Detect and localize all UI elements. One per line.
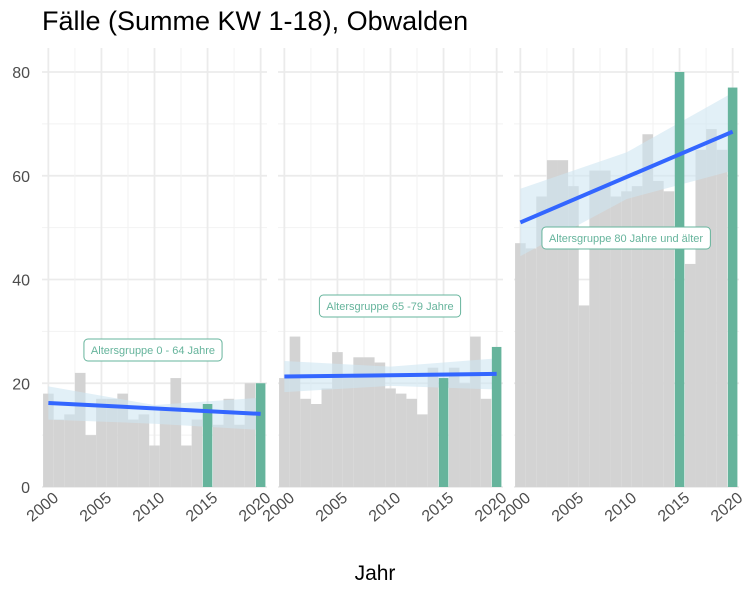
bar-historic — [621, 191, 632, 487]
bar-historic — [43, 393, 54, 487]
bar-historic — [417, 414, 428, 487]
bar-historic — [695, 149, 707, 487]
panel-label-box — [541, 226, 711, 250]
trend-line — [519, 129, 734, 225]
bar-historic — [353, 357, 364, 487]
bar-historic — [546, 160, 558, 487]
x-axis-label: Jahr — [354, 562, 396, 585]
bar-historic — [321, 388, 333, 487]
bar-historic — [684, 263, 696, 487]
x-tick-label: 2015 — [183, 489, 221, 525]
bar-historic — [170, 378, 182, 487]
bar-historic — [212, 424, 224, 487]
bar-historic — [85, 435, 97, 487]
trend-line — [284, 371, 497, 379]
x-tick-label: 2010 — [366, 489, 404, 525]
x-tick-label: 2010 — [602, 489, 640, 525]
bar-historic — [470, 336, 481, 487]
bar-historic — [642, 134, 654, 487]
bar-historic — [631, 186, 643, 487]
bar-historic — [448, 367, 460, 487]
bar-historic — [536, 196, 547, 487]
bar-historic — [568, 186, 579, 487]
x-tick-label: 2020 — [708, 489, 746, 525]
x-tick-label: 2010 — [130, 489, 168, 525]
bar-historic — [663, 191, 675, 487]
bar-highlight — [491, 346, 502, 487]
y-tick-label: 0 — [21, 480, 30, 497]
bar-historic — [106, 398, 118, 487]
bar-historic — [374, 362, 386, 487]
bar-historic — [557, 160, 569, 487]
bar-historic — [395, 393, 407, 487]
bar-historic — [599, 170, 611, 487]
bar-historic — [244, 383, 256, 487]
y-tick-label: 80 — [12, 65, 30, 82]
bar-historic — [117, 393, 128, 487]
bar-historic — [653, 180, 664, 487]
bar-historic — [74, 372, 86, 487]
x-tick-label: 2015 — [419, 489, 457, 525]
bar-historic — [610, 196, 622, 487]
bar-highlight — [202, 404, 213, 487]
bar-historic — [459, 383, 471, 487]
bar-historic — [706, 129, 717, 487]
bar-historic — [342, 378, 354, 487]
bar-historic — [181, 445, 192, 487]
x-tick-label: 2015 — [655, 489, 693, 525]
bar-historic — [332, 352, 343, 487]
chart-title: Fälle (Summe KW 1-18), Obwalden — [42, 6, 469, 36]
y-tick-label: 60 — [12, 169, 30, 186]
panel-label-box — [83, 338, 223, 362]
bar-historic — [300, 398, 311, 487]
y-tick-label: 40 — [12, 273, 30, 290]
bar-historic — [578, 305, 590, 487]
bar-historic — [138, 414, 150, 487]
bar-historic — [525, 248, 537, 487]
bar-historic — [223, 398, 235, 487]
bar-historic — [191, 419, 203, 487]
bar-historic — [96, 398, 107, 487]
bar-historic — [363, 357, 375, 487]
bar-historic — [515, 243, 526, 487]
bar-highlight — [438, 378, 449, 487]
bar-historic — [149, 445, 160, 487]
panel-label-box — [318, 294, 462, 318]
panel-label: Altersgruppe 80 Jahre und älter — [549, 233, 703, 245]
trend-line — [48, 400, 261, 416]
panel-label: Altersgruppe 0 - 64 Jahre — [91, 345, 215, 357]
bar-historic — [589, 170, 600, 487]
bar-highlight — [727, 87, 738, 487]
bar-historic — [53, 419, 65, 487]
bar-historic — [234, 424, 245, 487]
bar-historic — [427, 367, 439, 487]
bar-historic — [716, 149, 728, 487]
bar-historic — [310, 404, 322, 487]
x-tick-label: 2005 — [77, 489, 115, 525]
bar-historic — [127, 419, 139, 487]
bar-historic — [64, 414, 75, 487]
y-tick-label: 20 — [12, 376, 30, 393]
bar-historic — [406, 398, 418, 487]
bar-historic — [289, 336, 301, 487]
bar-historic — [480, 398, 492, 487]
bar-highlight — [674, 72, 685, 487]
bar-historic — [385, 388, 396, 487]
bar-highlight — [255, 383, 266, 487]
bar-historic — [279, 378, 290, 487]
x-tick-label: 2005 — [313, 489, 351, 525]
bar-historic — [159, 409, 171, 487]
panel-label: Altersgruppe 65 -79 Jahre — [326, 301, 453, 313]
x-tick-label: 2005 — [549, 489, 587, 525]
